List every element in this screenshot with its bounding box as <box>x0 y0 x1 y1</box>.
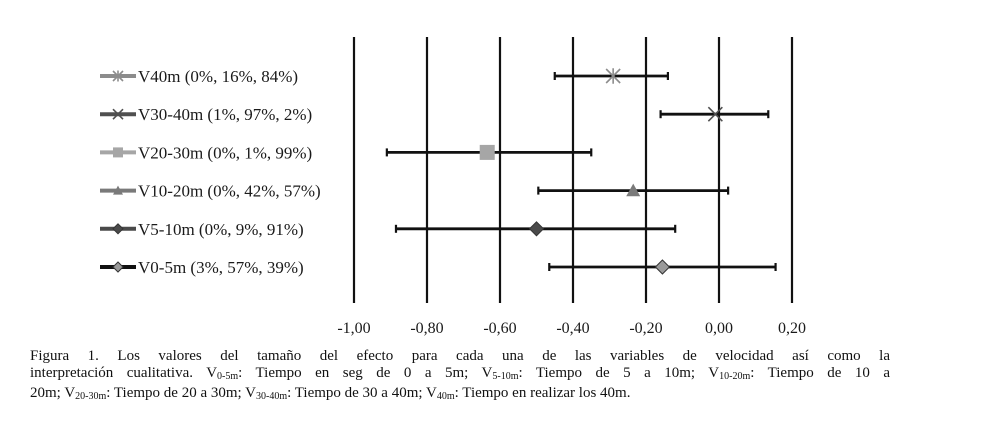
point-marker <box>626 183 641 197</box>
x-tick-label: 0,00 <box>705 320 733 337</box>
legend-marker <box>113 147 123 158</box>
x-tick-label: -1,00 <box>337 320 370 337</box>
legend-label: V0-5m (3%, 57%, 39%) <box>138 258 304 277</box>
x-tick-label: 0,20 <box>778 320 806 337</box>
forest-plot: -1,00 -0,80 -0,60 -0,40 -0,20 0,00 0,20 V40m (… <box>100 37 806 337</box>
legend-marker <box>112 70 124 82</box>
caption-line-2: interpretación cualitativa. V0-5m: Tiemp… <box>30 365 890 382</box>
legend-marker <box>112 108 124 120</box>
x-tick-label: -0,20 <box>629 320 662 337</box>
x-tick-label: -0,80 <box>410 320 443 337</box>
legend-label: V40m (0%, 16%, 84%) <box>138 67 298 86</box>
point-markers <box>479 68 723 275</box>
caption-line-3: 20m; V20-30m: Tiempo de 20 a 30m; V30-40… <box>30 385 631 402</box>
figure-caption: Figura 1. Los valores del tamaño del efe… <box>30 348 890 405</box>
legend-label: V30-40m (1%, 97%, 2%) <box>138 105 312 124</box>
legend-label: V10-20m (0%, 42%, 57%) <box>138 182 321 201</box>
legend-marker <box>112 223 124 235</box>
legend-marker <box>113 185 123 195</box>
point-marker <box>707 106 723 122</box>
point-marker <box>605 68 621 84</box>
legend-marker <box>112 261 124 273</box>
legend-label: V5-10m (0%, 9%, 91%) <box>138 220 304 239</box>
caption-line-1: Figura 1. Los valores del tamaño del efe… <box>30 348 890 364</box>
vertical-gridlines <box>352 37 794 303</box>
legend-label: V20-30m (0%, 1%, 99%) <box>138 143 312 162</box>
point-marker <box>479 144 495 160</box>
x-tick-labels: -1,00 -0,80 -0,60 -0,40 -0,20 0,00 0,20 <box>337 320 806 337</box>
legend: V40m (0%, 16%, 84%) V30-40m (1%, 97%, 2%)… <box>100 67 321 277</box>
point-marker <box>654 259 671 275</box>
x-tick-label: -0,40 <box>556 320 589 337</box>
point-marker <box>528 221 545 237</box>
x-tick-label: -0,60 <box>483 320 516 337</box>
error-bars <box>385 72 777 271</box>
